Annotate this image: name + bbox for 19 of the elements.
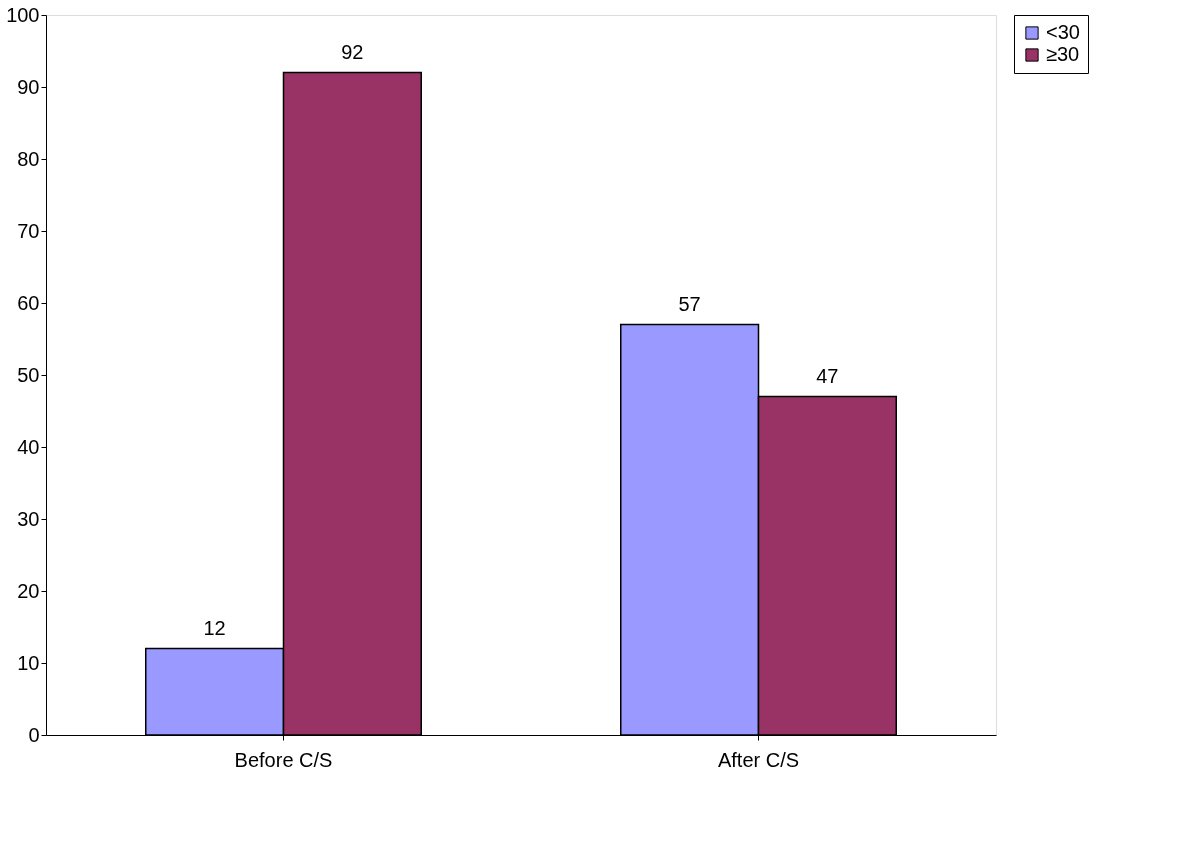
data-label: 92: [341, 40, 364, 63]
y-tick-label: 100: [6, 3, 40, 26]
legend-label: <30: [1046, 21, 1080, 43]
y-tick-label: 10: [17, 651, 40, 674]
y-tick-label: 20: [17, 579, 40, 602]
y-tick-label: 60: [17, 291, 40, 314]
x-tick-label: Before C/S: [234, 748, 333, 771]
data-label: 47: [816, 364, 839, 387]
data-label: 57: [678, 292, 701, 315]
y-tick-label: 70: [17, 219, 40, 242]
y-tick-label: 0: [28, 723, 40, 746]
y-tick-label: 40: [17, 435, 40, 458]
x-tick-label: After C/S: [717, 748, 800, 771]
y-tick-label: 90: [17, 75, 40, 98]
data-label: 12: [203, 616, 226, 639]
y-tick-label: 30: [17, 507, 40, 530]
legend-label: ≥30: [1046, 43, 1080, 65]
y-tick-label: 80: [17, 147, 40, 170]
y-tick-label: 50: [17, 363, 40, 386]
